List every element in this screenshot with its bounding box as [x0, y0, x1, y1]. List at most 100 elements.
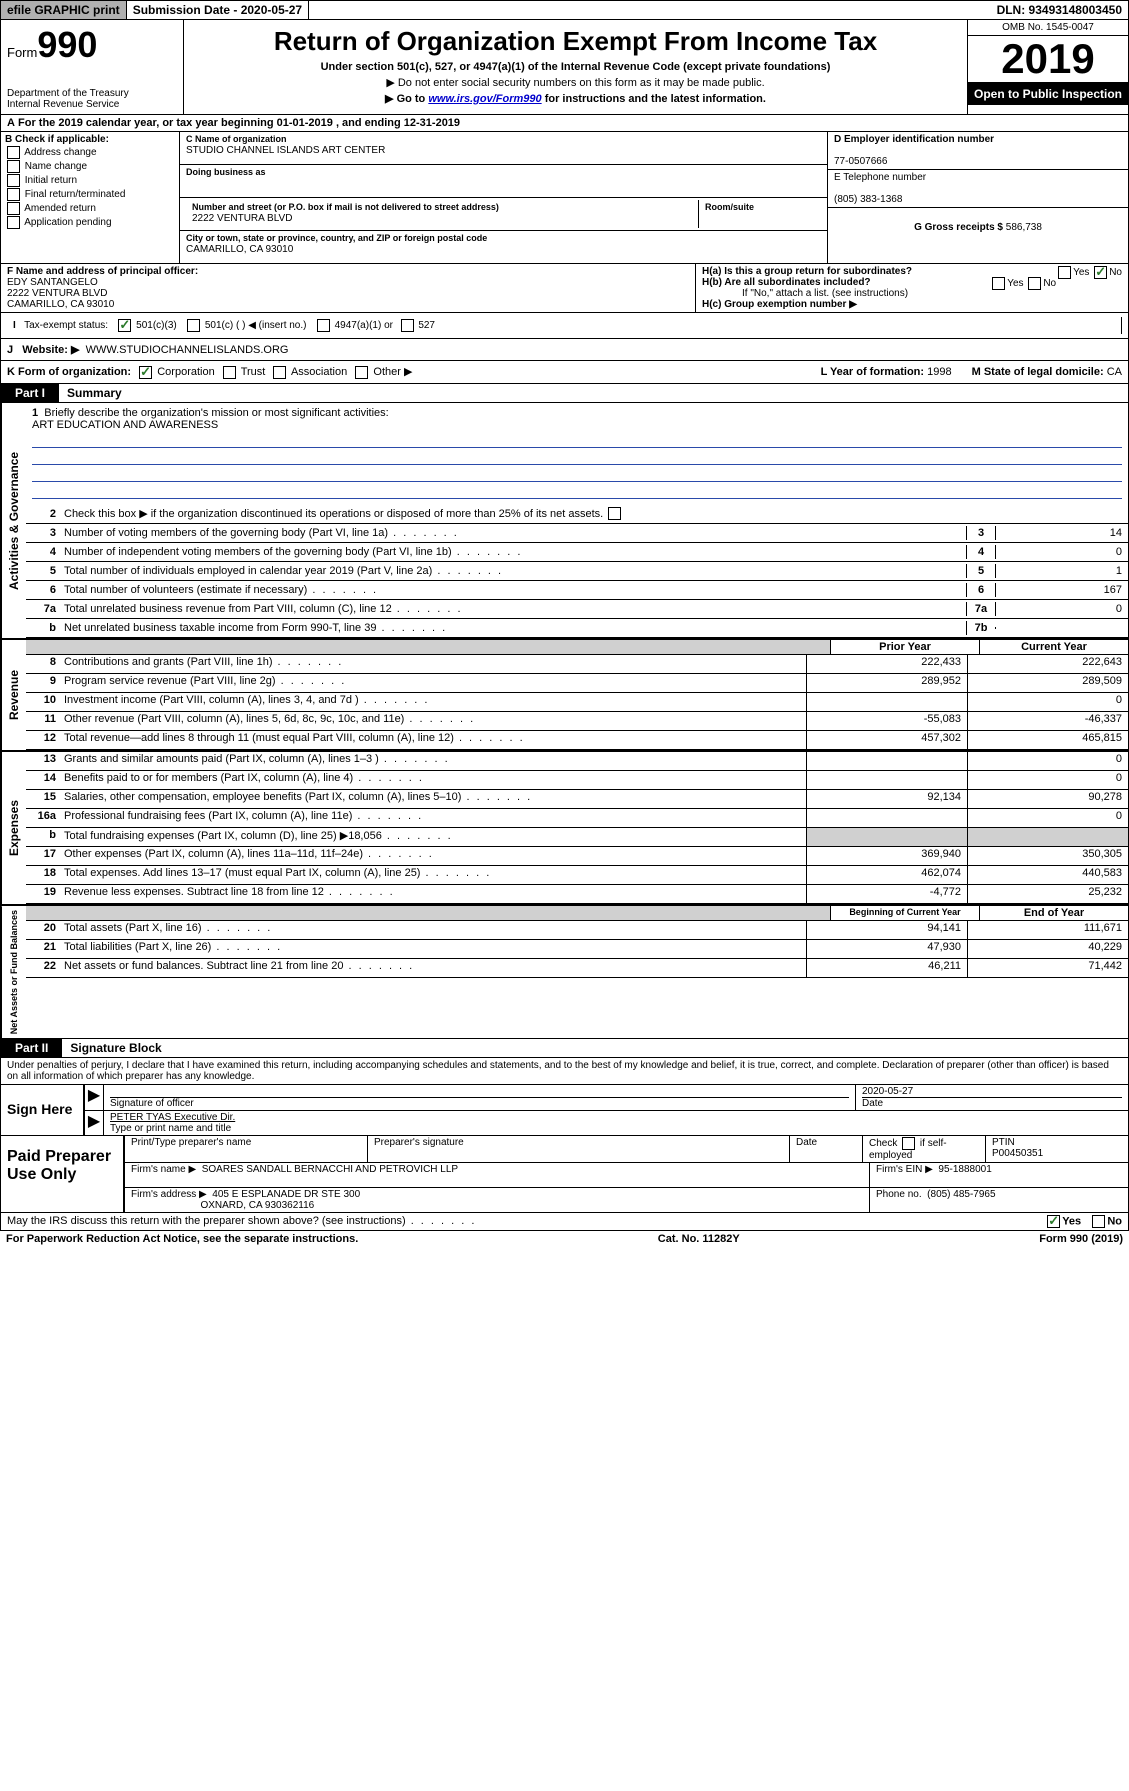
firm-ein-label: Firm's EIN ▶ [876, 1164, 933, 1175]
other-check[interactable] [355, 366, 368, 379]
trust-check[interactable] [223, 366, 236, 379]
name-change-check[interactable] [7, 160, 20, 173]
form-label: Form [7, 45, 37, 60]
assoc-check[interactable] [273, 366, 286, 379]
data-line: 17Other expenses (Part IX, column (A), l… [26, 847, 1128, 866]
firm-addr1: 405 E ESPLANADE DR STE 300 [212, 1189, 360, 1200]
line2-check[interactable] [608, 507, 621, 520]
paid-preparer-label: Paid Preparer Use Only [1, 1136, 125, 1212]
goto-pre: ▶ Go to [385, 93, 428, 105]
domicile: CA [1107, 366, 1122, 378]
527-label: 527 [418, 320, 435, 331]
website-row: J Website: ▶ WWW.STUDIOCHANNELISLANDS.OR… [0, 339, 1129, 361]
part2-tab: Part II [1, 1039, 62, 1057]
sig-officer-label: Signature of officer [110, 1097, 849, 1109]
name-change-label: Name change [25, 161, 87, 172]
line1-num: 1 [32, 407, 38, 419]
officer-label: F Name and address of principal officer: [7, 266, 198, 277]
prior-year-header: Prior Year [830, 640, 979, 654]
street-addr: 2222 VENTURA BLVD [192, 213, 292, 224]
mission-line [32, 450, 1122, 465]
mission-line [32, 467, 1122, 482]
ha-yes-check[interactable] [1058, 266, 1071, 279]
gov-line: 3Number of voting members of the governi… [26, 524, 1128, 543]
entity-block: B Check if applicable: Address change Na… [0, 132, 1129, 264]
prep-phone-label: Phone no. [876, 1189, 922, 1200]
side-netassets: Net Assets or Fund Balances [1, 906, 26, 1038]
data-line: 14Benefits paid to or for members (Part … [26, 771, 1128, 790]
gross-receipts-value: 586,738 [1006, 222, 1042, 233]
top-bar: efile GRAPHIC print Submission Date - 20… [0, 0, 1129, 20]
form-org-row: K Form of organization: Corporation Trus… [0, 361, 1129, 384]
part1-header: Part I Summary [0, 384, 1129, 403]
side-expenses: Expenses [1, 752, 26, 904]
arrow-icon: ▶ [85, 1085, 104, 1110]
officer-group-row: F Name and address of principal officer:… [0, 264, 1129, 313]
527-check[interactable] [401, 319, 414, 332]
final-return-check[interactable] [7, 188, 20, 201]
app-pending-check[interactable] [7, 216, 20, 229]
tax-status-row: I Tax-exempt status: 501(c)(3) 501(c) ( … [0, 313, 1129, 339]
part1-tab: Part I [1, 384, 59, 402]
side-revenue: Revenue [1, 640, 26, 750]
may-yes-check[interactable] [1047, 1215, 1060, 1228]
submission-date: Submission Date - 2020-05-27 [127, 1, 309, 19]
tax-year: 2019 [968, 36, 1128, 83]
gov-line: bNet unrelated business taxable income f… [26, 619, 1128, 638]
gov-line: 2Check this box ▶ if the organization di… [26, 505, 1128, 524]
open-public: Open to Public Inspection [968, 83, 1128, 105]
org-name: STUDIO CHANNEL ISLANDS ART CENTER [186, 145, 385, 156]
firm-addr2: OXNARD, CA 930362116 [200, 1200, 314, 1211]
self-employed-check[interactable] [902, 1137, 915, 1150]
type-name-label: Type or print name and title [110, 1123, 231, 1134]
officer-typed-name: PETER TYAS Executive Dir. [110, 1112, 235, 1123]
phone-value: (805) 383-1368 [834, 194, 902, 205]
4947-check[interactable] [317, 319, 330, 332]
part2-title: Signature Block [62, 1039, 169, 1057]
mission-line [32, 433, 1122, 448]
hb-no-check[interactable] [1028, 277, 1041, 290]
website-value: WWW.STUDIOCHANNELISLANDS.ORG [86, 344, 289, 356]
ptin-label: PTIN [992, 1137, 1015, 1148]
data-line: 8Contributions and grants (Part VIII, li… [26, 655, 1128, 674]
officer-addr1: 2222 VENTURA BLVD [7, 288, 107, 299]
room-label: Room/suite [705, 202, 754, 212]
domicile-label: M State of legal domicile: [972, 366, 1104, 378]
amended-return-label: Amended return [24, 203, 96, 214]
data-line: 12Total revenue—add lines 8 through 11 (… [26, 731, 1128, 750]
addr-change-label: Address change [24, 147, 96, 158]
prep-phone: (805) 485-7965 [927, 1189, 995, 1200]
501c-check[interactable] [187, 319, 200, 332]
app-pending-label: Application pending [24, 217, 111, 228]
data-line: 19Revenue less expenses. Subtract line 1… [26, 885, 1128, 904]
tax-year-text: For the 2019 calendar year, or tax year … [18, 117, 460, 129]
ha-no-check[interactable] [1094, 266, 1107, 279]
corp-check[interactable] [139, 366, 152, 379]
data-line: 13Grants and similar amounts paid (Part … [26, 752, 1128, 771]
amended-return-check[interactable] [7, 202, 20, 215]
irs-link[interactable]: www.irs.gov/Form990 [428, 93, 541, 105]
form-header: Form990 Department of the Treasury Inter… [0, 20, 1129, 115]
sign-here-label: Sign Here [1, 1085, 85, 1135]
may-discuss-row: May the IRS discuss this return with the… [0, 1213, 1129, 1231]
data-line: 18Total expenses. Add lines 13–17 (must … [26, 866, 1128, 885]
hb-note: If "No," attach a list. (see instruction… [702, 288, 1122, 299]
501c-label: 501(c) ( ) ◀ (insert no.) [205, 320, 307, 331]
data-line: 21Total liabilities (Part X, line 26)47,… [26, 940, 1128, 959]
gov-line: 5Total number of individuals employed in… [26, 562, 1128, 581]
check-label: Check [869, 1138, 897, 1149]
addr-change-check[interactable] [7, 146, 20, 159]
other-label: Other ▶ [373, 366, 412, 378]
initial-return-check[interactable] [7, 174, 20, 187]
goto-post: for instructions and the latest informat… [542, 93, 766, 105]
hb-yes-check[interactable] [992, 277, 1005, 290]
501c3-check[interactable] [118, 319, 131, 332]
may-no-check[interactable] [1092, 1215, 1105, 1228]
paperwork-notice: For Paperwork Reduction Act Notice, see … [6, 1233, 358, 1245]
gov-line: 6Total number of volunteers (estimate if… [26, 581, 1128, 600]
addr-label: Number and street (or P.O. box if mail i… [192, 202, 499, 212]
col-b-label: B Check if applicable: [5, 134, 109, 145]
sign-here-block: Sign Here ▶ Signature of officer 2020-05… [0, 1085, 1129, 1136]
hb-label: H(b) Are all subordinates included? [702, 277, 871, 288]
efile-print-button[interactable]: efile GRAPHIC print [1, 1, 127, 19]
